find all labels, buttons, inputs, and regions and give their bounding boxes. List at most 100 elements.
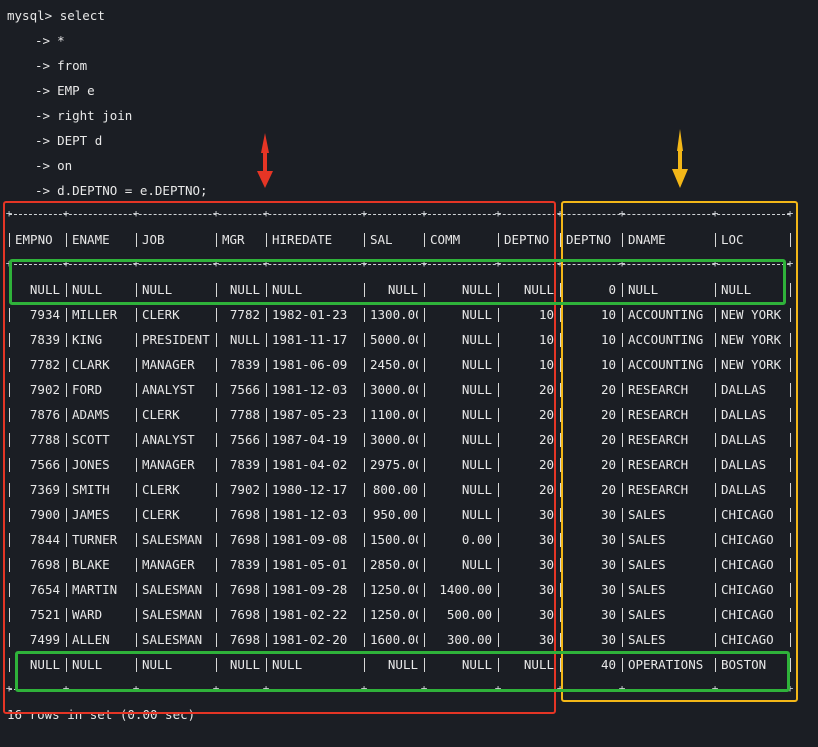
terminal-output: mysql> select -> * -> from -> EMP e -> right… — [7, 3, 812, 203]
table-cell: 1250.00 — [370, 607, 418, 622]
table-cell: 800.00 — [372, 482, 418, 497]
table-cell: MANAGER — [142, 557, 195, 572]
table-cell: KING — [72, 332, 103, 347]
table-cell: 40 — [600, 657, 616, 672]
column-separator — [9, 308, 10, 322]
column-separator — [364, 333, 365, 347]
column-separator — [622, 558, 623, 572]
column-separator — [136, 458, 137, 472]
query-result-table: + + + + + + + + + + + + EMPNO ENAME JOB MGR HIREDATE SAL C… — [6, 202, 794, 702]
column-separator — [790, 533, 791, 547]
table-cell: 7566 — [229, 382, 260, 397]
table-cell: 7902 — [29, 382, 60, 397]
table-cell: 3000.00 — [370, 382, 418, 397]
column-separator — [266, 333, 267, 347]
table-row: 7902 FORD ANALYST 7566 1981-12-03 3000.00 NULL… — [7, 377, 792, 402]
column-separator — [498, 558, 499, 572]
column-separator — [216, 508, 217, 522]
column-separator — [266, 433, 267, 447]
table-cell: 30 — [600, 582, 616, 597]
column-separator — [790, 658, 791, 672]
table-cell: CHICAGO — [721, 557, 774, 572]
column-separator — [498, 658, 499, 672]
column-separator — [9, 558, 10, 572]
table-row: 7876 ADAMS CLERK 7788 1987-05-23 1100.00 NULL 2… — [7, 402, 792, 427]
column-separator — [364, 408, 365, 422]
table-cell: MANAGER — [142, 357, 195, 372]
column-separator — [715, 608, 716, 622]
table-cell: NULL — [461, 432, 492, 447]
table-cell: SALESMAN — [142, 607, 203, 622]
column-separator — [715, 308, 716, 322]
table-cell: SALESMAN — [142, 532, 203, 547]
table-cell: 20 — [600, 382, 616, 397]
column-separator — [266, 483, 267, 497]
table-cell: NULL — [461, 357, 492, 372]
column-separator — [66, 233, 67, 247]
table-cell: RESEARCH — [628, 407, 689, 422]
column-separator — [715, 533, 716, 547]
continuation-text: on — [57, 158, 73, 173]
column-separator — [790, 633, 791, 647]
table-cell: 7369 — [29, 482, 60, 497]
table-row: 7844 TURNER SALESMAN 7698 1981-09-08 1500.00 0… — [7, 527, 792, 552]
table-cell: 0.00 — [461, 532, 492, 547]
column-separator — [364, 583, 365, 597]
column-separator — [216, 458, 217, 472]
table-cell: CHICAGO — [721, 582, 774, 597]
column-separator — [790, 233, 791, 247]
column-separator — [715, 483, 716, 497]
table-cell: WARD — [72, 607, 103, 622]
column-separator — [622, 233, 623, 247]
column-separator — [66, 408, 67, 422]
column-separator — [216, 608, 217, 622]
column-separator — [66, 433, 67, 447]
table-cell: 7566 — [229, 432, 260, 447]
column-separator — [266, 508, 267, 522]
table-cell: 1987-05-23 — [272, 407, 348, 422]
column-separator — [66, 483, 67, 497]
table-row: 7499 ALLEN SALESMAN 7698 1981-02-20 1600.00 30… — [7, 627, 792, 652]
table-cell: 10 — [538, 307, 554, 322]
table-cell: ACCOUNTING — [628, 307, 704, 322]
table-cell: 7788 — [29, 432, 60, 447]
table-cell: 30 — [538, 532, 554, 547]
table-cell: 7788 — [229, 407, 260, 422]
column-separator — [364, 508, 365, 522]
column-separator — [424, 508, 425, 522]
column-separator — [66, 358, 67, 372]
column-separator — [498, 383, 499, 397]
table-cell: NULL — [628, 282, 659, 297]
column-separator — [498, 483, 499, 497]
table-cell: 20 — [538, 457, 554, 472]
table-cell: 7698 — [229, 507, 260, 522]
column-separator — [266, 383, 267, 397]
table-cell: 2850.00 — [370, 557, 418, 572]
table-cell: NULL — [72, 657, 103, 672]
table-cell: 300.00 — [446, 632, 492, 647]
table-row: 7788 SCOTT ANALYST 7566 1987-04-19 3000.00 NUL… — [7, 427, 792, 452]
column-separator — [9, 408, 10, 422]
table-cell: NULL — [461, 282, 492, 297]
column-header: DNAME — [628, 232, 666, 247]
table-cell: FORD — [72, 382, 103, 397]
table-cell: 10 — [600, 307, 616, 322]
column-header: SAL — [370, 232, 393, 247]
table-cell: 1981-05-01 — [272, 557, 348, 572]
column-separator — [364, 458, 365, 472]
column-header: JOB — [142, 232, 165, 247]
table-cell: 30 — [538, 557, 554, 572]
table-border-corner: + — [212, 257, 220, 270]
table-cell: NULL — [461, 507, 492, 522]
column-separator — [216, 283, 217, 297]
table-cell: CLERK — [142, 482, 180, 497]
table-cell: DALLAS — [721, 457, 767, 472]
column-separator — [266, 308, 267, 322]
continuation-prefix: -> — [35, 133, 51, 148]
column-separator — [266, 283, 267, 297]
table-cell: 3000.00 — [370, 432, 418, 447]
table-cell: 7698 — [229, 607, 260, 622]
table-cell: BLAKE — [72, 557, 110, 572]
column-separator — [136, 283, 137, 297]
table-border-corner: + — [711, 257, 719, 270]
